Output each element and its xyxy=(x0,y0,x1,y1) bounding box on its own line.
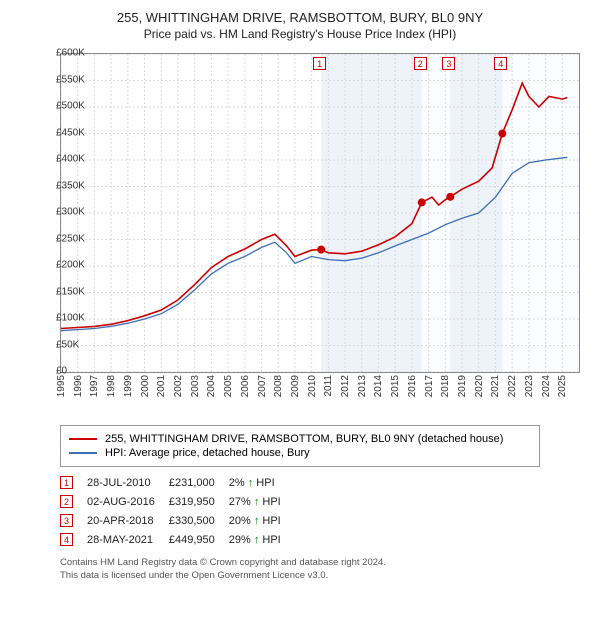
footer-line-2: This data is licensed under the Open Gov… xyxy=(60,570,588,583)
sales-table: 1 28-JUL-2010£231,0002% ↑ HPI 2 02-AUG-2016… xyxy=(60,473,295,549)
legend-label: HPI: Average price, detached house, Bury xyxy=(105,447,310,459)
sale-delta: 29% ↑ HPI xyxy=(229,530,295,549)
x-tick-label: 2001 xyxy=(156,375,167,397)
x-tick-label: 2004 xyxy=(206,375,217,397)
x-tick-label: 2018 xyxy=(440,375,451,397)
arrow-up-icon: ↑ xyxy=(254,496,260,508)
x-tick-label: 2019 xyxy=(457,375,468,397)
sale-date: 28-MAY-2021 xyxy=(87,530,169,549)
footer-attribution: Contains HM Land Registry data © Crown c… xyxy=(60,557,588,583)
sale-delta: 20% ↑ HPI xyxy=(229,511,295,530)
sale-index-box: 1 xyxy=(60,476,73,489)
sale-price: £330,500 xyxy=(169,511,229,530)
x-tick-label: 2022 xyxy=(507,375,518,397)
x-tick-label: 1998 xyxy=(106,375,117,397)
x-tick-label: 2016 xyxy=(407,375,418,397)
sale-marker-box: 2 xyxy=(414,57,427,70)
arrow-up-icon: ↑ xyxy=(254,534,260,546)
table-row: 2 02-AUG-2016£319,95027% ↑ HPI xyxy=(60,492,295,511)
x-tick-label: 2021 xyxy=(490,375,501,397)
y-tick-label: £350K xyxy=(56,180,60,191)
y-tick-label: £50K xyxy=(56,339,60,350)
x-tick-label: 2008 xyxy=(273,375,284,397)
table-row: 1 28-JUL-2010£231,0002% ↑ HPI xyxy=(60,473,295,492)
x-tick-label: 1997 xyxy=(89,375,100,397)
arrow-up-icon: ↑ xyxy=(254,515,260,527)
plot-region xyxy=(60,53,580,373)
sale-index-box: 2 xyxy=(60,495,73,508)
y-tick-label: £100K xyxy=(56,313,60,324)
x-tick-label: 2002 xyxy=(173,375,184,397)
arrow-up-icon: ↑ xyxy=(248,477,254,489)
legend: 255, WHITTINGHAM DRIVE, RAMSBOTTOM, BURY… xyxy=(60,425,540,467)
legend-swatch xyxy=(69,438,97,440)
x-tick-label: 2024 xyxy=(541,375,552,397)
x-tick-label: 2007 xyxy=(257,375,268,397)
y-tick-label: £450K xyxy=(56,127,60,138)
sale-date: 02-AUG-2016 xyxy=(87,492,169,511)
x-tick-label: 2003 xyxy=(190,375,201,397)
x-tick-label: 2005 xyxy=(223,375,234,397)
sale-marker-box: 4 xyxy=(494,57,507,70)
y-tick-label: £500K xyxy=(56,101,60,112)
sale-index-box: 4 xyxy=(60,533,73,546)
legend-label: 255, WHITTINGHAM DRIVE, RAMSBOTTOM, BURY… xyxy=(105,433,503,445)
y-tick-label: £600K xyxy=(56,48,60,59)
y-tick-label: £250K xyxy=(56,233,60,244)
x-tick-label: 1996 xyxy=(73,375,84,397)
x-tick-label: 1995 xyxy=(56,375,67,397)
x-tick-label: 2010 xyxy=(307,375,318,397)
chart-subtitle: Price paid vs. HM Land Registry's House … xyxy=(12,27,588,41)
plot-svg xyxy=(61,54,579,372)
x-tick-label: 1999 xyxy=(123,375,134,397)
x-tick-label: 2014 xyxy=(373,375,384,397)
sale-delta: 27% ↑ HPI xyxy=(229,492,295,511)
chart-title: 255, WHITTINGHAM DRIVE, RAMSBOTTOM, BURY… xyxy=(12,10,588,25)
x-tick-label: 2006 xyxy=(240,375,251,397)
x-tick-label: 2011 xyxy=(323,375,334,397)
footer-line-1: Contains HM Land Registry data © Crown c… xyxy=(60,557,588,570)
sale-marker-box: 3 xyxy=(442,57,455,70)
legend-item: HPI: Average price, detached house, Bury xyxy=(69,446,531,460)
sale-marker-box: 1 xyxy=(313,57,326,70)
y-tick-label: £550K xyxy=(56,74,60,85)
sale-price: £231,000 xyxy=(169,473,229,492)
legend-swatch xyxy=(69,452,97,454)
chart-area: £0£50K£100K£150K£200K£250K£300K£350K£400… xyxy=(12,47,588,417)
table-row: 3 20-APR-2018£330,50020% ↑ HPI xyxy=(60,511,295,530)
x-tick-label: 2000 xyxy=(140,375,151,397)
x-tick-label: 2025 xyxy=(557,375,568,397)
y-tick-label: £400K xyxy=(56,154,60,165)
sale-index-box: 3 xyxy=(60,514,73,527)
x-tick-label: 2012 xyxy=(340,375,351,397)
sale-delta: 2% ↑ HPI xyxy=(229,473,295,492)
x-tick-label: 2017 xyxy=(424,375,435,397)
y-tick-label: £150K xyxy=(56,286,60,297)
y-tick-label: £200K xyxy=(56,260,60,271)
sale-date: 20-APR-2018 xyxy=(87,511,169,530)
y-tick-label: £300K xyxy=(56,207,60,218)
x-tick-label: 2023 xyxy=(524,375,535,397)
x-tick-label: 2020 xyxy=(474,375,485,397)
table-row: 4 28-MAY-2021£449,95029% ↑ HPI xyxy=(60,530,295,549)
x-tick-label: 2009 xyxy=(290,375,301,397)
legend-item: 255, WHITTINGHAM DRIVE, RAMSBOTTOM, BURY… xyxy=(69,432,531,446)
x-tick-label: 2015 xyxy=(390,375,401,397)
sale-price: £449,950 xyxy=(169,530,229,549)
sale-price: £319,950 xyxy=(169,492,229,511)
sale-date: 28-JUL-2010 xyxy=(87,473,169,492)
x-tick-label: 2013 xyxy=(357,375,368,397)
